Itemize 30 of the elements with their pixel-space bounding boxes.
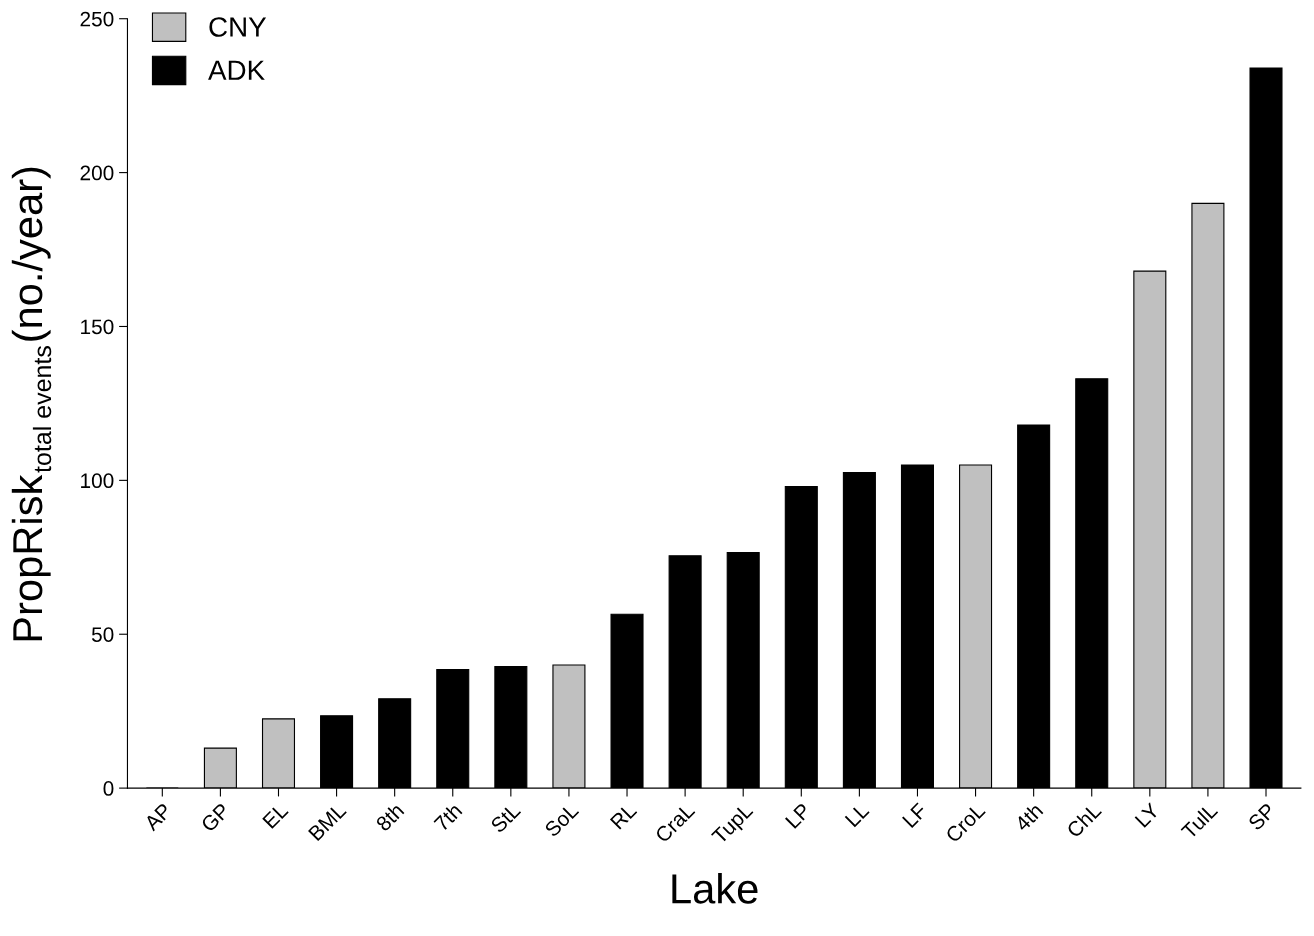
x-tick-label: 8th: [374, 802, 405, 832]
x-tick-label: ChL: [1065, 801, 1103, 839]
x-tick-label: GP: [200, 802, 231, 833]
y-tick-label: 50: [91, 627, 114, 642]
x-tick-label: LL: [844, 802, 870, 828]
legend-label: ADK: [208, 60, 265, 80]
x-tick-label: LF: [902, 802, 928, 828]
x-tick-label: TupL: [711, 802, 757, 848]
x-tick-label: LY: [1134, 802, 1161, 828]
x-tick-label: CroL: [944, 802, 986, 844]
x-tick-label: EL: [262, 802, 289, 829]
y-axis-title: PropRisktotal events(no./year): [11, 167, 52, 641]
y-tick-label: 150: [81, 319, 114, 335]
y-tick-label: 250: [80, 11, 114, 27]
x-tick-label: 7th: [433, 802, 463, 832]
x-tick-label: RL: [609, 802, 638, 830]
x-tick-label: SoL: [543, 802, 580, 838]
x-tick-label: 4th: [1013, 802, 1044, 833]
x-tick-label: CraL: [654, 802, 696, 844]
y-tick-label: 0: [103, 781, 114, 796]
x-tick-label: BML: [308, 802, 347, 842]
x-tick-label: StL: [489, 802, 522, 834]
x-tick-label: TulL: [1180, 801, 1219, 840]
y-tick-label: 200: [80, 165, 114, 181]
legend-label: CNY: [209, 17, 267, 37]
x-tick-label: SP: [1247, 802, 1277, 832]
y-tick-label: 100: [81, 473, 114, 489]
x-axis-title: Lake: [672, 873, 758, 904]
x-tick-label: AP: [143, 802, 173, 832]
x-tick-label: LP: [785, 802, 812, 829]
